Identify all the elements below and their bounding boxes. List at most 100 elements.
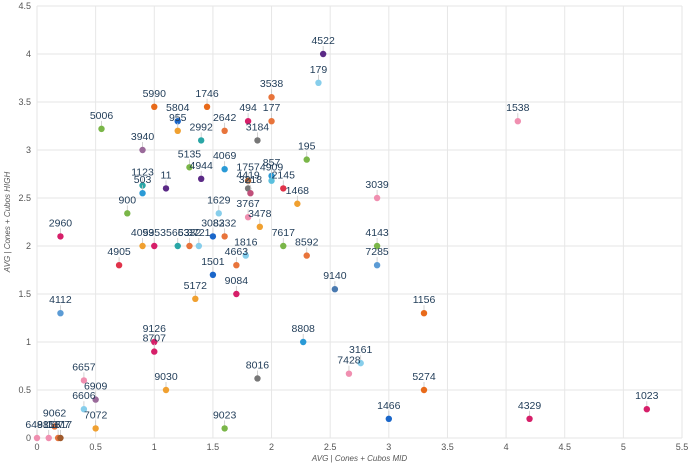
data-point-9084[interactable] bbox=[233, 290, 240, 298]
data-label-4522: 4522 bbox=[311, 35, 335, 47]
data-label-1816: 1816 bbox=[234, 237, 258, 249]
data-point-3538[interactable] bbox=[268, 94, 275, 101]
data-point-1156[interactable] bbox=[420, 310, 428, 317]
data-label-1123: 1123 bbox=[131, 167, 154, 179]
data-point-3940[interactable] bbox=[139, 146, 146, 154]
data-point-5804[interactable] bbox=[174, 118, 181, 125]
data-label-4329: 4329 bbox=[518, 400, 542, 412]
data-label-8707: 8707 bbox=[143, 333, 167, 345]
data-point-3721[interactable] bbox=[195, 242, 203, 250]
x-tick-label: 5.5 bbox=[676, 442, 689, 452]
data-point-195[interactable] bbox=[303, 156, 310, 163]
data-label-1757: 1757 bbox=[236, 162, 260, 174]
data-point-6488[interactable] bbox=[33, 434, 41, 442]
data-point-4944[interactable] bbox=[197, 175, 205, 182]
data-point-3082[interactable] bbox=[209, 233, 217, 240]
data-point-9062[interactable] bbox=[51, 423, 58, 430]
data-point-5006[interactable] bbox=[98, 125, 105, 133]
data-point-7617[interactable] bbox=[280, 242, 287, 250]
data-point-179[interactable] bbox=[315, 79, 322, 87]
data-point-8707[interactable] bbox=[151, 348, 158, 355]
data-point-1746[interactable] bbox=[203, 103, 211, 111]
data-point-1317[interactable] bbox=[57, 434, 64, 442]
data-point-4093[interactable] bbox=[139, 242, 146, 250]
data-point-9126[interactable] bbox=[151, 338, 158, 346]
data-point-7285[interactable] bbox=[373, 262, 381, 269]
data-point-4419[interactable] bbox=[244, 185, 252, 192]
data-point-955[interactable] bbox=[174, 127, 181, 134]
x-axis-title: AVG | Cones + Cubos MID bbox=[311, 454, 407, 463]
data-label-3218: 3218 bbox=[239, 174, 263, 186]
data-point-2145[interactable] bbox=[280, 185, 287, 192]
data-label-6657: 6657 bbox=[72, 361, 96, 373]
data-point-6909[interactable] bbox=[92, 396, 99, 403]
data-point-8332[interactable] bbox=[221, 233, 228, 240]
data-point-8592[interactable] bbox=[303, 252, 310, 259]
data-point-9023[interactable] bbox=[221, 425, 228, 432]
data-point-3218[interactable] bbox=[247, 190, 254, 197]
data-point-4663[interactable] bbox=[233, 262, 240, 269]
data-label-503: 503 bbox=[134, 174, 152, 186]
y-tick-label: 0 bbox=[26, 433, 31, 443]
data-point-5274[interactable] bbox=[420, 386, 428, 394]
data-point-7428[interactable] bbox=[345, 370, 353, 377]
data-point-8808[interactable] bbox=[300, 338, 307, 346]
data-point-4069[interactable] bbox=[221, 166, 228, 173]
data-point-900[interactable] bbox=[124, 210, 131, 217]
data-point-5135[interactable] bbox=[186, 164, 193, 171]
y-tick-label: 3.5 bbox=[18, 97, 31, 107]
data-point-1816[interactable] bbox=[242, 252, 249, 259]
data-point-4143[interactable] bbox=[373, 242, 381, 250]
data-point-5332[interactable] bbox=[186, 242, 193, 250]
data-label-11: 11 bbox=[161, 169, 172, 181]
data-label-3767: 3767 bbox=[236, 198, 260, 210]
data-point-3039[interactable] bbox=[373, 194, 381, 202]
data-label-8332: 8332 bbox=[213, 217, 237, 229]
data-point-3184[interactable] bbox=[254, 137, 261, 144]
x-tick-label: 0.5 bbox=[89, 442, 102, 452]
data-point-5953[interactable] bbox=[151, 242, 158, 250]
data-label-1629: 1629 bbox=[207, 194, 231, 206]
data-point-1538[interactable] bbox=[514, 118, 522, 125]
data-point-1023[interactable] bbox=[643, 406, 651, 413]
data-point-5172[interactable] bbox=[192, 295, 199, 302]
data-point-3767[interactable] bbox=[244, 214, 252, 221]
data-point-5663[interactable] bbox=[174, 242, 181, 250]
data-point-2992[interactable] bbox=[197, 137, 205, 144]
data-label-195: 195 bbox=[298, 141, 316, 153]
data-point-4112[interactable] bbox=[57, 310, 64, 317]
data-point-3161[interactable] bbox=[357, 359, 364, 367]
data-point-1629[interactable] bbox=[215, 210, 222, 217]
data-point-5990[interactable] bbox=[151, 103, 158, 111]
data-point-8016[interactable] bbox=[254, 375, 261, 382]
data-labels: 4522 179 3538 5990 1746 494 177 1538 5804 5006 955… bbox=[25, 35, 658, 431]
data-point-177[interactable] bbox=[268, 118, 275, 125]
data-label-1466: 1466 bbox=[377, 400, 401, 412]
x-tick-label: 1 bbox=[152, 442, 157, 452]
data-point-6657[interactable] bbox=[80, 377, 88, 384]
data-point-2960[interactable] bbox=[57, 233, 64, 240]
data-point-7072[interactable] bbox=[92, 425, 99, 432]
data-point-1501[interactable] bbox=[209, 271, 217, 278]
data-point-1468[interactable] bbox=[294, 200, 301, 207]
data-point-4329[interactable] bbox=[526, 415, 533, 422]
data-point-2642[interactable] bbox=[221, 127, 228, 134]
data-point-4522[interactable] bbox=[319, 50, 327, 58]
data-label-5274: 5274 bbox=[412, 371, 436, 383]
data-point-3478[interactable] bbox=[256, 223, 264, 230]
data-point-9156[interactable] bbox=[45, 434, 52, 442]
data-label-1538: 1538 bbox=[506, 102, 530, 114]
data-point-503[interactable] bbox=[139, 190, 146, 197]
data-point-9140[interactable] bbox=[331, 286, 339, 293]
data-point-1466[interactable] bbox=[385, 415, 393, 422]
data-label-9126: 9126 bbox=[143, 323, 167, 335]
data-label-4143: 4143 bbox=[365, 227, 389, 239]
data-point-494[interactable] bbox=[244, 118, 252, 125]
data-point-6606[interactable] bbox=[80, 406, 88, 413]
data-point-4909[interactable] bbox=[268, 177, 275, 184]
data-label-6488: 6488 bbox=[25, 419, 49, 431]
data-point-11[interactable] bbox=[162, 185, 170, 192]
data-label-6606: 6606 bbox=[72, 390, 96, 402]
data-point-4905[interactable] bbox=[115, 262, 123, 269]
data-point-9030[interactable] bbox=[162, 386, 170, 394]
